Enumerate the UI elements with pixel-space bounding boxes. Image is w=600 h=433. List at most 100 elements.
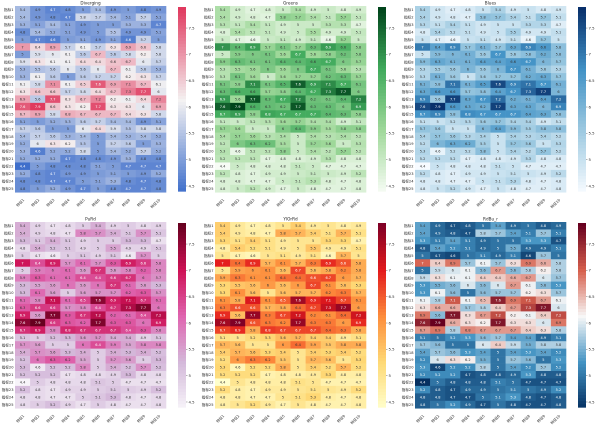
cell-value: 6.7 <box>280 328 286 332</box>
heatmap-cell <box>75 266 91 275</box>
cell-value: 6.4 <box>95 343 101 347</box>
heatmap-cell <box>105 43 121 51</box>
cell-value: 6.3 <box>465 105 471 109</box>
heatmap-cell <box>350 281 367 290</box>
heatmap-cell <box>275 87 291 96</box>
heatmap-cell <box>460 80 476 89</box>
heatmap-cell <box>245 110 261 119</box>
heatmap-cell <box>45 20 61 29</box>
heatmap-cell <box>490 87 506 96</box>
cell-value: 5.7 <box>495 120 501 124</box>
heatmap-cell <box>350 378 367 387</box>
cell-value: 5 <box>497 388 499 392</box>
cell-value: 6.1 <box>265 269 271 273</box>
cell-value: 5.3 <box>420 150 426 154</box>
heatmap-cell <box>475 73 491 81</box>
heatmap-cell <box>30 43 46 51</box>
row-label: 指标25 <box>402 186 414 191</box>
heatmap-cell <box>245 35 261 44</box>
colorbar-segment <box>178 235 186 239</box>
colorbar-segment <box>178 302 186 307</box>
cell-value: 4.9 <box>235 224 241 228</box>
cell-value: 5.5 <box>280 358 286 362</box>
heatmap-cell <box>150 177 167 186</box>
heatmap-cell <box>30 400 46 409</box>
heatmap-cell <box>215 356 231 364</box>
heatmap-cell <box>150 400 167 409</box>
heatmap-cell <box>45 296 61 305</box>
heatmap-cell <box>535 169 552 178</box>
colorbar-segment <box>178 327 186 331</box>
cell-value: 6.4 <box>480 276 486 280</box>
heatmap-cell <box>230 385 246 394</box>
heatmap-cell <box>90 95 106 104</box>
heatmap-cell <box>150 184 167 193</box>
cell-value: 4.8 <box>310 187 316 191</box>
heatmap-cell <box>550 50 567 59</box>
heatmap-cell <box>430 43 446 51</box>
heatmap-cell <box>30 341 46 349</box>
cell-value: 4.9 <box>480 30 486 34</box>
heatmap-cell <box>475 266 491 275</box>
heatmap-cell <box>550 236 567 245</box>
cell-value: 5.9 <box>20 276 26 280</box>
cell-value: 6.6 <box>250 105 256 109</box>
colorbar-segment <box>178 148 186 152</box>
cell-value: 5 <box>512 164 514 168</box>
heatmap-cell <box>305 110 321 119</box>
colorbar-tick-label: 7 <box>389 268 392 273</box>
heatmap-cell <box>60 393 76 402</box>
heatmap-cell <box>215 132 231 141</box>
cell-value: 7.7 <box>495 105 501 109</box>
heatmap-cell <box>475 274 491 282</box>
heatmap-cell <box>550 73 567 81</box>
heatmap-cell <box>245 65 261 74</box>
cell-value: 5.7 <box>465 90 471 94</box>
heatmap-cell <box>215 184 231 193</box>
heatmap-cell <box>520 236 537 245</box>
heatmap-cell <box>320 169 337 178</box>
cell-value: 4.8 <box>525 395 531 399</box>
heatmap-cell <box>505 266 521 275</box>
heatmap-cell <box>505 28 521 37</box>
heatmap-cell <box>260 43 276 51</box>
colorbar-segment <box>178 62 186 66</box>
cell-value: 5.3 <box>325 351 331 355</box>
heatmap-cell <box>430 102 446 111</box>
heatmap-cell <box>245 259 261 267</box>
cell-value: 6.1 <box>280 261 286 265</box>
cell-value: 6.7 <box>280 97 286 101</box>
colorbar-tick-label: 5.5 <box>389 347 396 352</box>
cell-value: 5 <box>482 224 484 228</box>
heatmap-cell <box>215 222 231 230</box>
cell-value: 5.1 <box>556 336 562 340</box>
heatmap-cell <box>230 251 246 260</box>
cell-value: 5.4 <box>310 366 316 370</box>
colorbar-segment <box>378 132 386 137</box>
heatmap-cell <box>120 6 137 14</box>
colorbar-segment <box>178 351 186 356</box>
colorbar-segment <box>178 358 186 362</box>
heatmap-cell <box>245 147 261 156</box>
colorbar-segment <box>578 265 586 270</box>
cell-value: 4.8 <box>80 373 86 377</box>
cell-value: 5.1 <box>435 23 441 27</box>
cell-value: 6.9 <box>110 299 116 303</box>
colorbar-segment <box>378 394 386 399</box>
cell-value: 6.1 <box>65 276 71 280</box>
colorbar-tick-label: 7.5 <box>389 25 396 30</box>
heatmap-cell <box>245 102 261 111</box>
panel-title: Blues <box>485 1 496 6</box>
heatmap-cell <box>150 259 167 267</box>
heatmap-cell <box>215 13 231 22</box>
column-label: 特征10 <box>349 413 361 425</box>
cell-value: 5.3 <box>220 68 226 72</box>
cell-value: 5 <box>127 388 129 392</box>
cell-value: 4.8 <box>265 8 271 12</box>
heatmap-cell <box>505 6 521 14</box>
cell-value: 5 <box>342 358 344 362</box>
heatmap-cell <box>290 274 306 282</box>
colorbar-segment <box>378 262 386 267</box>
cell-value: 5 <box>282 8 284 12</box>
